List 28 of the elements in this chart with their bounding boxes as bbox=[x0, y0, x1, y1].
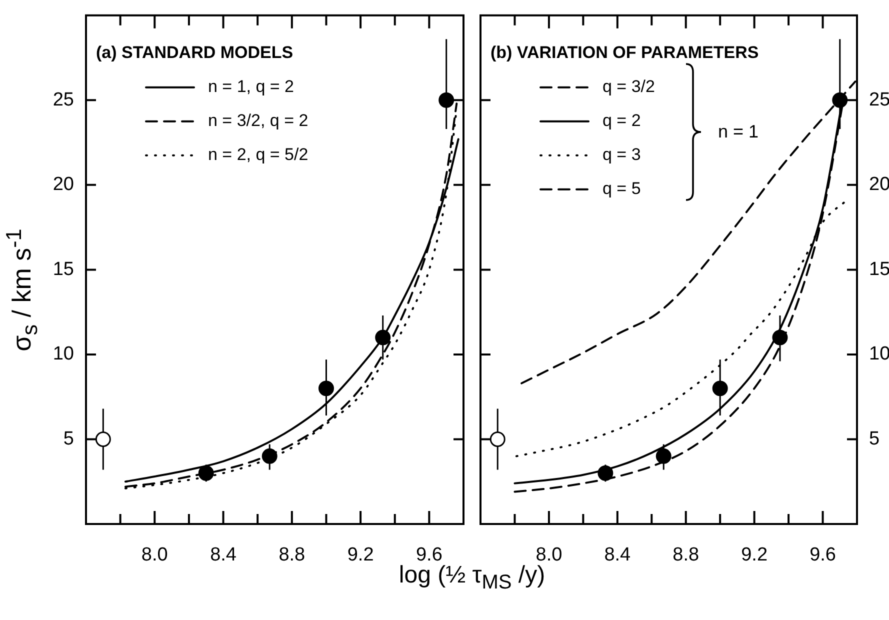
legend-label: n = 1, q = 2 bbox=[208, 77, 294, 96]
x-tick-label: 8.8 bbox=[672, 544, 700, 566]
x-tick-label: 8.4 bbox=[604, 544, 632, 566]
y-tick-label: 10 bbox=[52, 344, 74, 365]
y-tick-label: 20 bbox=[52, 174, 74, 196]
legend-title: n = 1 bbox=[718, 122, 759, 142]
x-tick-label: 8.0 bbox=[141, 544, 168, 566]
x-tick-label: 8.8 bbox=[278, 544, 306, 566]
y-tick-label: 25 bbox=[52, 89, 74, 110]
y-tick-label: 15 bbox=[869, 258, 889, 280]
text: (b) VARIATION OF PARAMETERS bbox=[490, 43, 759, 62]
y-tick-label: 5 bbox=[63, 428, 74, 450]
text: (a) STANDARD MODELS bbox=[96, 43, 294, 62]
y-tick-label: 25 bbox=[869, 89, 889, 110]
legend-label: q = 5 bbox=[602, 179, 641, 198]
legend-label: q = 3 bbox=[602, 145, 641, 164]
x-tick-label: 9.6 bbox=[810, 544, 836, 566]
x-tick-label: 9.2 bbox=[741, 544, 768, 566]
legend-label: q = 3/2 bbox=[602, 77, 655, 96]
y-tick-label: 15 bbox=[52, 258, 74, 280]
x-tick-label: 9.2 bbox=[347, 544, 374, 566]
legend-label: n = 2, q = 5/2 bbox=[208, 145, 308, 164]
legend-label: q = 2 bbox=[602, 111, 641, 130]
y-tick-label: 10 bbox=[869, 344, 889, 365]
y-tick-label: 20 bbox=[869, 174, 889, 196]
legend-label: n = 3/2, q = 2 bbox=[208, 111, 308, 130]
x-tick-label: 8.4 bbox=[210, 544, 237, 566]
y-tick-label: 5 bbox=[869, 428, 880, 450]
